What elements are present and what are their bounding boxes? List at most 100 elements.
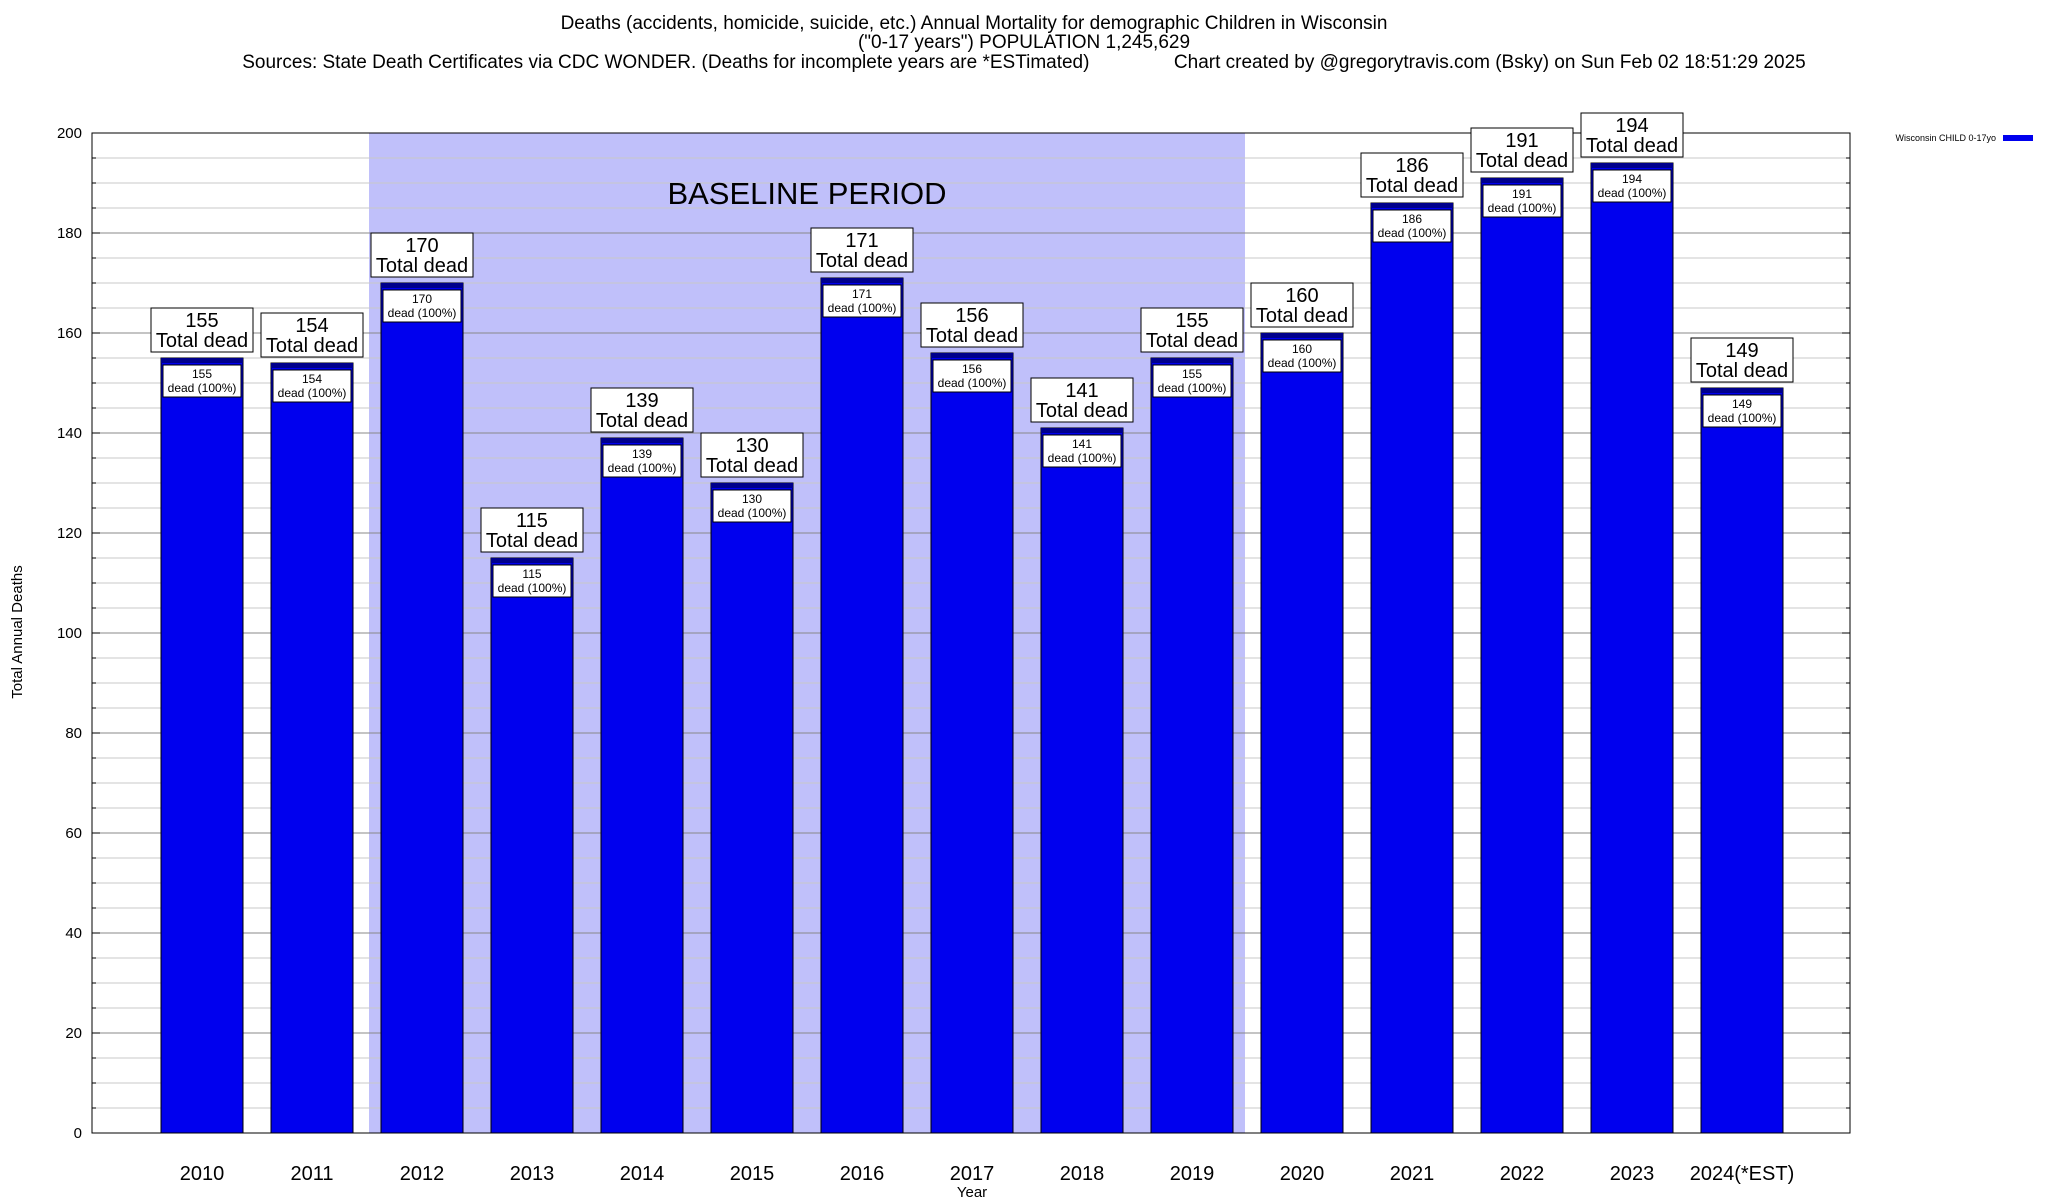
total-value-label: 186 bbox=[1395, 155, 1428, 177]
total-value-label: 156 bbox=[955, 305, 988, 327]
inner-label-box bbox=[1372, 209, 1452, 243]
inner-value-label: 171 bbox=[852, 287, 872, 301]
y-tick-label: 40 bbox=[65, 925, 82, 942]
total-dead-label: Total dead bbox=[1146, 330, 1238, 352]
inner-value-label: 156 bbox=[962, 362, 982, 376]
total-value-label: 130 bbox=[735, 435, 768, 457]
total-label-box bbox=[1580, 112, 1684, 158]
total-dead-label: Total dead bbox=[1256, 305, 1348, 327]
total-label-box bbox=[1690, 337, 1794, 383]
inner-value-label: 115 bbox=[522, 567, 541, 581]
inner-pct-label: dead (100%) bbox=[1268, 356, 1337, 370]
inner-value-label: 149 bbox=[1732, 397, 1752, 411]
total-dead-label: Total dead bbox=[1586, 135, 1678, 157]
bar-top bbox=[1481, 178, 1563, 183]
x-tick-label: 2012 bbox=[400, 1163, 445, 1185]
total-label-box bbox=[1250, 282, 1354, 328]
inner-pct-label: dead (100%) bbox=[168, 381, 237, 395]
bar bbox=[380, 282, 464, 1134]
inner-label-box bbox=[712, 489, 792, 523]
bar bbox=[270, 362, 354, 1134]
total-value-label: 155 bbox=[185, 310, 218, 332]
total-label-box bbox=[590, 387, 694, 433]
bar bbox=[490, 557, 574, 1134]
total-label-box bbox=[1140, 307, 1244, 353]
inner-pct-label: dead (100%) bbox=[718, 506, 787, 520]
inner-label-box bbox=[382, 289, 462, 323]
inner-label-box bbox=[1702, 394, 1782, 428]
inner-label-box bbox=[822, 284, 902, 318]
inner-label-box bbox=[1152, 364, 1232, 398]
total-label-box bbox=[1360, 152, 1464, 198]
bar bbox=[1370, 202, 1454, 1134]
inner-label-box bbox=[602, 444, 682, 478]
total-dead-label: Total dead bbox=[926, 325, 1018, 347]
inner-label-box bbox=[1262, 339, 1342, 373]
inner-label-box bbox=[932, 359, 1012, 393]
baseline-label: BASELINE PERIOD bbox=[667, 176, 946, 211]
y-tick-label: 80 bbox=[65, 725, 82, 742]
y-tick-label: 160 bbox=[57, 325, 82, 342]
total-dead-label: Total dead bbox=[156, 330, 248, 352]
bar-top bbox=[271, 363, 353, 368]
total-label-box bbox=[810, 227, 914, 273]
inner-label-box bbox=[492, 564, 572, 598]
bar-top bbox=[1371, 203, 1453, 208]
bar bbox=[600, 437, 684, 1134]
inner-pct-label: dead (100%) bbox=[1488, 201, 1557, 215]
inner-value-label: 194 bbox=[1622, 172, 1642, 186]
bar-top bbox=[1591, 163, 1673, 168]
total-label-box bbox=[480, 507, 584, 553]
inner-pct-label: dead (100%) bbox=[388, 306, 457, 320]
inner-value-label: 155 bbox=[192, 367, 212, 381]
bar bbox=[710, 482, 794, 1134]
inner-pct-label: dead (100%) bbox=[828, 301, 897, 315]
x-tick-label: 2015 bbox=[730, 1163, 775, 1185]
total-dead-label: Total dead bbox=[1366, 175, 1458, 197]
inner-label-box bbox=[1482, 184, 1562, 218]
inner-pct-label: dead (100%) bbox=[1708, 411, 1777, 425]
inner-value-label: 139 bbox=[632, 447, 652, 461]
bar bbox=[1700, 387, 1784, 1134]
total-dead-label: Total dead bbox=[266, 335, 358, 357]
total-value-label: 115 bbox=[516, 510, 548, 532]
inner-pct-label: dead (100%) bbox=[938, 376, 1007, 390]
total-label-box bbox=[370, 232, 474, 278]
total-dead-label: Total dead bbox=[1036, 400, 1128, 422]
x-tick-label: 2021 bbox=[1390, 1163, 1435, 1185]
inner-pct-label: dead (100%) bbox=[498, 581, 567, 595]
total-dead-label: Total dead bbox=[486, 530, 578, 552]
total-dead-label: Total dead bbox=[1476, 150, 1568, 172]
y-tick-label: 140 bbox=[57, 425, 82, 442]
legend-label: Wisconsin CHILD 0-17yo bbox=[1895, 133, 1996, 143]
x-tick-label: 2014 bbox=[620, 1163, 665, 1185]
chart-subtitle: ("0-17 years") POPULATION 1,245,629 bbox=[857, 32, 1191, 53]
x-tick-label: 2019 bbox=[1170, 1163, 1215, 1185]
x-tick-label: 2018 bbox=[1060, 1163, 1105, 1185]
total-label-box bbox=[700, 432, 804, 478]
bar-top bbox=[1701, 388, 1783, 393]
inner-value-label: 160 bbox=[1292, 342, 1312, 356]
bar bbox=[1590, 162, 1674, 1134]
chart-title: Deaths (accidents, homicide, suicide, et… bbox=[560, 13, 1388, 34]
bar bbox=[930, 352, 1014, 1134]
bar bbox=[1480, 177, 1564, 1134]
inner-value-label: 191 bbox=[1512, 187, 1532, 201]
bar bbox=[1260, 332, 1344, 1134]
inner-value-label: 170 bbox=[412, 292, 432, 306]
bar-top bbox=[491, 558, 573, 563]
inner-label-box bbox=[272, 369, 352, 403]
inner-pct-label: dead (100%) bbox=[608, 461, 677, 475]
bar-top bbox=[931, 353, 1013, 358]
bar-top bbox=[821, 278, 903, 283]
total-value-label: 155 bbox=[1175, 310, 1208, 332]
bar-top bbox=[1041, 428, 1123, 433]
y-tick-label: 120 bbox=[57, 525, 82, 542]
x-axis-title: Year bbox=[957, 1184, 987, 1200]
bar bbox=[820, 277, 904, 1134]
inner-label-box bbox=[162, 364, 242, 398]
y-tick-label: 20 bbox=[65, 1025, 82, 1042]
total-label-box bbox=[920, 302, 1024, 348]
x-tick-label: 2010 bbox=[180, 1163, 225, 1185]
y-tick-label: 0 bbox=[74, 1125, 82, 1142]
